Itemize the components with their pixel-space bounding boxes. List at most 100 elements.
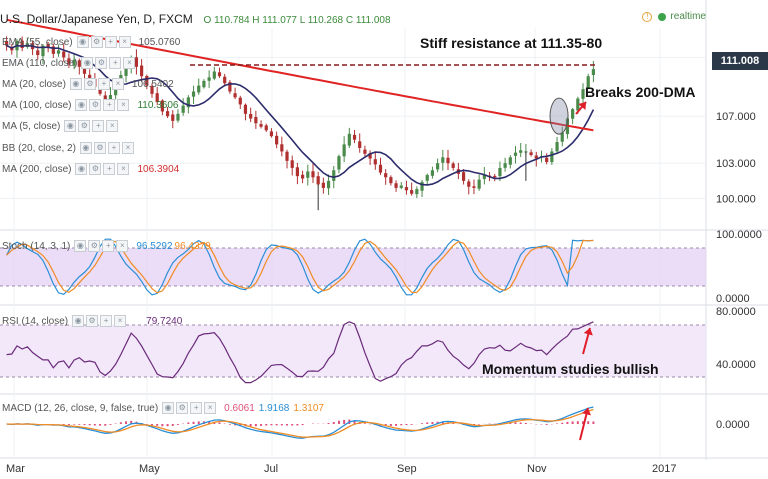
time-tick-label: 2017 xyxy=(652,463,676,475)
eye-icon[interactable]: ◉ xyxy=(75,163,88,175)
indicator-row-ema110[interactable]: EMA (110, close) ◉ ⚙ + × xyxy=(2,55,137,71)
indicator-row-ma200[interactable]: MA (200, close) ◉ ⚙ + × 106.3904 xyxy=(2,161,179,177)
momentum-note: Momentum studies bullish xyxy=(482,361,659,377)
candle-body xyxy=(451,163,455,168)
time-tick-label: Sep xyxy=(397,463,417,475)
candle-body xyxy=(160,100,164,112)
close-icon[interactable]: × xyxy=(117,163,130,175)
candle-body xyxy=(555,142,559,152)
close-icon[interactable]: × xyxy=(116,240,129,252)
stoch-value-d: 96.4379 xyxy=(174,240,211,252)
candle-body xyxy=(389,177,393,184)
rsi-arrow-head xyxy=(583,328,593,336)
candle-body xyxy=(238,97,242,105)
plus-icon[interactable]: + xyxy=(100,315,113,327)
gear-icon[interactable]: ⚙ xyxy=(78,120,91,132)
plus-icon[interactable]: + xyxy=(97,78,110,90)
eye-icon[interactable]: ◉ xyxy=(79,142,92,154)
close-icon[interactable]: × xyxy=(114,315,127,327)
macd-legend[interactable]: MACD (12, 26, close, 9, false, true) ◉ ⚙ +… xyxy=(2,400,324,416)
symbol-title[interactable]: U.S. Dollar/Japanese Yen, D, FXCM xyxy=(0,12,193,26)
close-icon[interactable]: × xyxy=(121,142,134,154)
realtime-indicator[interactable]: ! realtime xyxy=(642,11,706,22)
eye-icon[interactable]: ◉ xyxy=(81,57,94,69)
candle-body xyxy=(394,183,398,188)
gear-icon[interactable]: ⚙ xyxy=(86,315,99,327)
indicator-value: 106.3904 xyxy=(137,163,180,175)
candle-body xyxy=(264,125,268,131)
indicator-row-ma20[interactable]: MA (20, close) ◉ ⚙ + × 106.5402 xyxy=(2,76,174,92)
stoch-legend[interactable]: Stoch (14, 3, 1) ◉ ⚙ + × 96.5292 96.4379 xyxy=(2,238,211,254)
eye-icon[interactable]: ◉ xyxy=(64,120,77,132)
ma-short-line xyxy=(6,44,595,186)
candlestick-series xyxy=(4,36,596,211)
close-icon[interactable]: × xyxy=(118,36,131,48)
gear-icon[interactable]: ⚙ xyxy=(89,99,102,111)
macd-series xyxy=(6,406,595,439)
eye-icon[interactable]: ◉ xyxy=(162,402,175,414)
candle-body xyxy=(46,43,50,48)
close-icon[interactable]: × xyxy=(204,402,217,414)
macd-arrow-head xyxy=(581,408,591,416)
close-icon[interactable]: × xyxy=(111,78,124,90)
candle-body xyxy=(181,105,185,113)
indicator-row-bb20[interactable]: BB (20, close, 2) ◉ ⚙ + × xyxy=(2,140,136,156)
price-axis: 112.000107.000103.000100.000100.00000.00… xyxy=(716,52,762,431)
candle-body xyxy=(436,163,440,170)
plus-icon[interactable]: + xyxy=(103,99,116,111)
candle-body xyxy=(300,174,305,179)
indicator-row-ma5[interactable]: MA (5, close) ◉ ⚙ + × xyxy=(2,118,120,134)
candle-body xyxy=(467,181,471,187)
close-icon[interactable]: × xyxy=(117,99,130,111)
plus-icon[interactable]: + xyxy=(109,57,122,69)
candle-body xyxy=(576,98,580,111)
candle-body xyxy=(311,171,315,178)
candle-body xyxy=(207,77,211,81)
gear-icon[interactable]: ⚙ xyxy=(89,163,102,175)
indicator-label: BB (20, close, 2) xyxy=(2,142,76,154)
candle-body xyxy=(321,182,325,188)
dma-arrow-head xyxy=(578,102,586,110)
plus-icon[interactable]: + xyxy=(102,240,115,252)
pane-tick-label: 0.0000 xyxy=(716,293,750,305)
plus-icon[interactable]: + xyxy=(107,142,120,154)
plus-icon[interactable]: + xyxy=(190,402,203,414)
candle-body xyxy=(342,144,346,157)
rsi-legend[interactable]: RSI (14, close) ◉ ⚙ + × 79.7240 xyxy=(2,313,182,329)
indicator-row-ma100[interactable]: MA (100, close) ◉ ⚙ + × 110.3606 xyxy=(2,97,178,113)
eye-icon[interactable]: ◉ xyxy=(69,78,82,90)
price-tick-label: 103.000 xyxy=(716,158,756,170)
candle-body xyxy=(586,76,590,88)
candle-body xyxy=(529,152,533,155)
gear-icon[interactable]: ⚙ xyxy=(90,36,103,48)
indicator-row-ema55[interactable]: EMA (55, close) ◉ ⚙ + × 105.0760 xyxy=(2,34,180,50)
gear-icon[interactable]: ⚙ xyxy=(176,402,189,414)
eye-icon[interactable]: ◉ xyxy=(72,315,85,327)
plus-icon[interactable]: + xyxy=(104,36,117,48)
indicator-label: EMA (55, close) xyxy=(2,36,73,48)
plus-icon[interactable]: + xyxy=(103,163,116,175)
candle-body xyxy=(581,89,585,99)
gear-icon[interactable]: ⚙ xyxy=(93,142,106,154)
gear-icon[interactable]: ⚙ xyxy=(83,78,96,90)
candle-body xyxy=(430,170,435,176)
candle-body xyxy=(378,164,383,173)
plus-icon[interactable]: + xyxy=(92,120,105,132)
gear-icon[interactable]: ⚙ xyxy=(88,240,101,252)
realtime-label: realtime xyxy=(670,11,706,22)
candle-body xyxy=(477,179,481,189)
gear-icon[interactable]: ⚙ xyxy=(95,57,108,69)
close-icon[interactable]: × xyxy=(123,57,136,69)
close-icon[interactable]: × xyxy=(106,120,119,132)
eye-icon[interactable]: ◉ xyxy=(76,36,89,48)
eye-icon[interactable]: ◉ xyxy=(74,240,87,252)
candle-body xyxy=(114,85,118,96)
candle-body xyxy=(140,65,144,77)
candle-body xyxy=(4,40,9,46)
candle-body xyxy=(498,167,502,177)
macd-label: MACD (12, 26, close, 9, false, true) xyxy=(2,402,159,414)
candle-body xyxy=(150,86,154,94)
candle-body xyxy=(275,135,279,145)
eye-icon[interactable]: ◉ xyxy=(75,99,88,111)
exclamation-circle-icon[interactable]: ! xyxy=(642,11,653,22)
